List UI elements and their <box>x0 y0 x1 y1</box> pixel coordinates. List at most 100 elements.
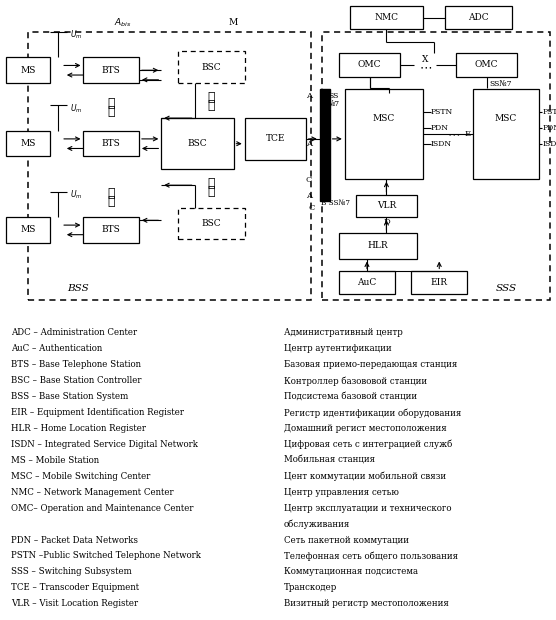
Text: Сеть пакетной коммутации: Сеть пакетной коммутации <box>284 536 409 544</box>
Bar <box>161 118 234 169</box>
Bar <box>339 53 400 77</box>
Text: D: D <box>383 218 390 226</box>
Text: Домашний регист местоположения: Домашний регист местоположения <box>284 424 446 433</box>
Text: Телефонная сеть общего пользования: Телефонная сеть общего пользования <box>284 551 458 561</box>
Text: OMC– Operation and Maintenance Center: OMC– Operation and Maintenance Center <box>11 503 193 513</box>
Text: ISDN – Integrated Service Digital Network: ISDN – Integrated Service Digital Networ… <box>11 440 198 449</box>
Text: Центр управления сетью: Центр управления сетью <box>284 488 399 497</box>
Text: Мобильная станция: Мобильная станция <box>284 456 375 465</box>
Text: SS
№7: SS №7 <box>327 92 340 109</box>
Text: AuC – Authentication: AuC – Authentication <box>11 344 102 353</box>
Text: ⋯: ⋯ <box>107 195 115 208</box>
Text: VLR – Visit Location Register: VLR – Visit Location Register <box>11 600 138 608</box>
Bar <box>339 272 395 294</box>
Bar <box>245 118 306 159</box>
Text: ⋯: ⋯ <box>207 177 215 190</box>
Text: BTS – Base Telephone Station: BTS – Base Telephone Station <box>11 360 141 369</box>
Text: Подсистема базовой станции: Подсистема базовой станции <box>284 392 416 401</box>
Text: BSC: BSC <box>201 219 221 228</box>
Bar <box>456 53 517 77</box>
Text: A: A <box>306 140 311 148</box>
Text: BTS: BTS <box>102 139 121 148</box>
Text: MSC: MSC <box>495 113 517 123</box>
Text: SSS – Switching Subsystem: SSS – Switching Subsystem <box>11 567 132 577</box>
Text: MS: MS <box>20 226 36 234</box>
Text: Цент коммутации мобильной связи: Цент коммутации мобильной связи <box>284 472 446 481</box>
Bar <box>411 272 467 294</box>
Text: NMC: NMC <box>374 13 399 22</box>
Bar <box>83 58 139 83</box>
Bar <box>6 58 50 83</box>
Text: X: X <box>422 55 429 64</box>
Bar <box>178 208 245 239</box>
Text: HLR – Home Location Register: HLR – Home Location Register <box>11 424 146 433</box>
Text: PDN: PDN <box>542 124 556 131</box>
Bar <box>322 32 550 300</box>
Text: MSC – Mobile Switching Center: MSC – Mobile Switching Center <box>11 472 151 480</box>
Text: ADC – Administration Center: ADC – Administration Center <box>11 329 137 337</box>
Text: ⋯: ⋯ <box>207 185 215 198</box>
Text: B SS№7: B SS№7 <box>321 199 350 206</box>
Text: EIR: EIR <box>431 278 448 287</box>
Text: PDN – Packet Data Networks: PDN – Packet Data Networks <box>11 536 138 544</box>
Text: TCE: TCE <box>265 135 285 143</box>
Bar <box>339 233 417 259</box>
Bar <box>83 131 139 156</box>
Bar <box>178 51 245 83</box>
Text: EIR – Equipment Identification Register: EIR – Equipment Identification Register <box>11 408 184 417</box>
Text: $U_m$: $U_m$ <box>70 188 82 201</box>
Text: PDN: PDN <box>431 124 449 131</box>
Text: BSC – Base Station Controller: BSC – Base Station Controller <box>11 376 142 385</box>
Text: A: A <box>306 192 311 200</box>
Text: SSS: SSS <box>495 285 517 293</box>
Text: Цифровая сеть с интеграцией служб: Цифровая сеть с интеграцией служб <box>284 440 452 450</box>
Text: ⋯: ⋯ <box>207 99 215 112</box>
Text: Базовая приемо-передающая станция: Базовая приемо-передающая станция <box>284 360 457 369</box>
Text: AuC: AuC <box>358 278 376 287</box>
Text: M: M <box>229 18 238 27</box>
Text: BSS: BSS <box>67 285 89 293</box>
Text: C: C <box>305 177 312 184</box>
Text: BTS: BTS <box>102 66 121 75</box>
Text: Коммутационная подсистема: Коммутационная подсистема <box>284 567 418 577</box>
Bar <box>473 89 539 179</box>
Text: BSC: BSC <box>187 139 207 148</box>
Text: Транскодер: Транскодер <box>284 583 337 592</box>
Text: OMC: OMC <box>475 60 498 69</box>
Text: C: C <box>308 203 315 211</box>
Text: VLR: VLR <box>377 202 396 210</box>
Bar <box>6 131 50 156</box>
Text: Визитный регистр местоположения: Визитный регистр местоположения <box>284 600 449 608</box>
Text: MSC: MSC <box>373 113 395 123</box>
Text: обслуживания: обслуживания <box>284 520 350 529</box>
Text: ISDN: ISDN <box>431 140 452 148</box>
Text: BTS: BTS <box>102 226 121 234</box>
Text: MS: MS <box>20 66 36 75</box>
Text: ⋯: ⋯ <box>107 97 115 110</box>
Bar <box>28 32 311 300</box>
Text: NMC – Network Management Center: NMC – Network Management Center <box>11 488 173 497</box>
Text: HLR: HLR <box>368 241 389 250</box>
Text: Административный центр: Административный центр <box>284 329 403 337</box>
Bar <box>445 6 512 29</box>
Text: A: A <box>306 92 311 100</box>
Bar <box>83 217 139 242</box>
Text: ADC: ADC <box>468 13 489 22</box>
Text: $\cdots$: $\cdots$ <box>419 61 432 74</box>
Text: TCE – Transcoder Equipment: TCE – Transcoder Equipment <box>11 583 139 592</box>
Bar <box>356 195 417 217</box>
Text: Центр аутентификации: Центр аутентификации <box>284 344 391 353</box>
Text: $U_m$: $U_m$ <box>70 102 82 115</box>
Text: $\cdots$: $\cdots$ <box>446 128 460 141</box>
Text: MS – Mobile Station: MS – Mobile Station <box>11 456 99 465</box>
Text: PSTN –Public Switched Telephone Network: PSTN –Public Switched Telephone Network <box>11 551 201 560</box>
Text: BSS – Base Station System: BSS – Base Station System <box>11 392 128 401</box>
Bar <box>350 6 423 29</box>
Text: Контроллер базововой станции: Контроллер базововой станции <box>284 376 426 386</box>
Text: Регистр идентификации оборудования: Регистр идентификации оборудования <box>284 408 461 417</box>
Text: OMC: OMC <box>358 60 381 69</box>
Text: ISDN: ISDN <box>542 140 556 148</box>
Text: PSTN: PSTN <box>542 108 556 116</box>
Text: MS: MS <box>20 139 36 148</box>
Bar <box>6 217 50 242</box>
